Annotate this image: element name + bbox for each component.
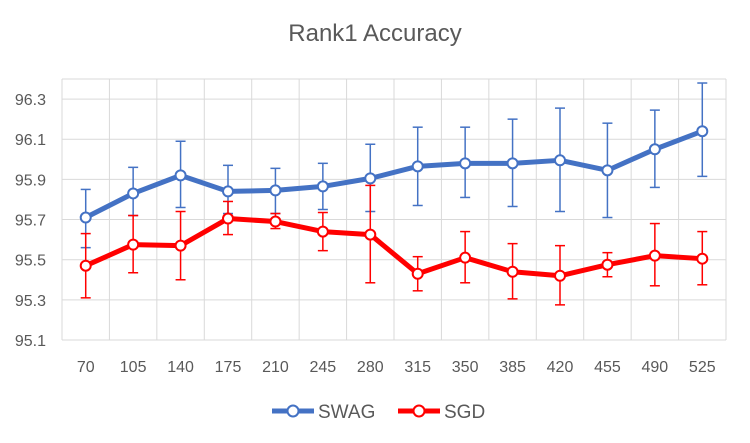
x-tick-label: 350 (452, 359, 479, 376)
sgd-data-point (506, 265, 519, 278)
swag-data-point (79, 211, 92, 224)
x-tick-label: 420 (547, 359, 574, 376)
x-tick-label: 140 (167, 359, 194, 376)
x-tick-label: 455 (594, 359, 621, 376)
x-tick-label: 245 (310, 359, 337, 376)
chart-title: Rank1 Accuracy (288, 20, 462, 47)
sgd-data-point (696, 252, 709, 265)
sgd-data-point (554, 269, 566, 282)
y-tick-label: 95.5 (15, 253, 46, 270)
sgd-data-point (269, 215, 282, 228)
x-tick-label: 70 (77, 359, 95, 376)
swag-data-point (127, 187, 140, 200)
x-tick-label: 280 (357, 359, 384, 376)
sgd-data-point (174, 239, 187, 252)
swag-data-point (174, 169, 187, 182)
swag-data-point (696, 125, 709, 138)
sgd-data-point (648, 249, 661, 262)
x-tick-label: 105 (120, 359, 147, 376)
swag-data-point (269, 184, 282, 197)
legend-swag-label: SWAG (318, 402, 375, 423)
x-tick-label: 315 (404, 359, 431, 376)
swag-data-point (601, 164, 614, 177)
legend-sgd-label: SGD (444, 402, 485, 423)
swag-data-point (506, 157, 519, 170)
x-tick-label: 385 (499, 359, 526, 376)
y-tick-label: 95.7 (15, 213, 46, 230)
swag-data-point (459, 157, 472, 170)
y-tick-label: 95.9 (15, 172, 46, 189)
legend-swag-marker (286, 404, 300, 418)
sgd-data-point (316, 225, 329, 238)
swag-data-point (648, 143, 661, 156)
legend-sgd-marker (412, 404, 426, 418)
swag-data-point (411, 160, 424, 173)
x-tick-label: 175 (215, 359, 242, 376)
x-tick-label: 525 (689, 359, 716, 376)
sgd-data-point (222, 212, 234, 225)
x-tick-label: 490 (642, 359, 669, 376)
swag-data-point (316, 180, 329, 193)
y-tick-label: 95.3 (15, 293, 46, 310)
sgd-series-line (84, 216, 703, 279)
sgd-data-point (411, 267, 424, 280)
sgd-data-point (601, 258, 614, 271)
sgd-data-point (127, 238, 140, 251)
sgd-data-point (459, 251, 472, 264)
swag-data-point (364, 172, 377, 185)
swag-series-line (84, 128, 704, 220)
y-tick-label: 96.1 (15, 132, 46, 149)
swag-data-point (222, 185, 234, 198)
y-tick-label: 96.3 (15, 92, 46, 109)
sgd-data-point (79, 259, 92, 272)
swag-data-point (554, 154, 566, 167)
x-tick-label: 210 (262, 359, 289, 376)
sgd-data-point (364, 228, 377, 241)
y-tick-label: 95.1 (15, 333, 46, 350)
